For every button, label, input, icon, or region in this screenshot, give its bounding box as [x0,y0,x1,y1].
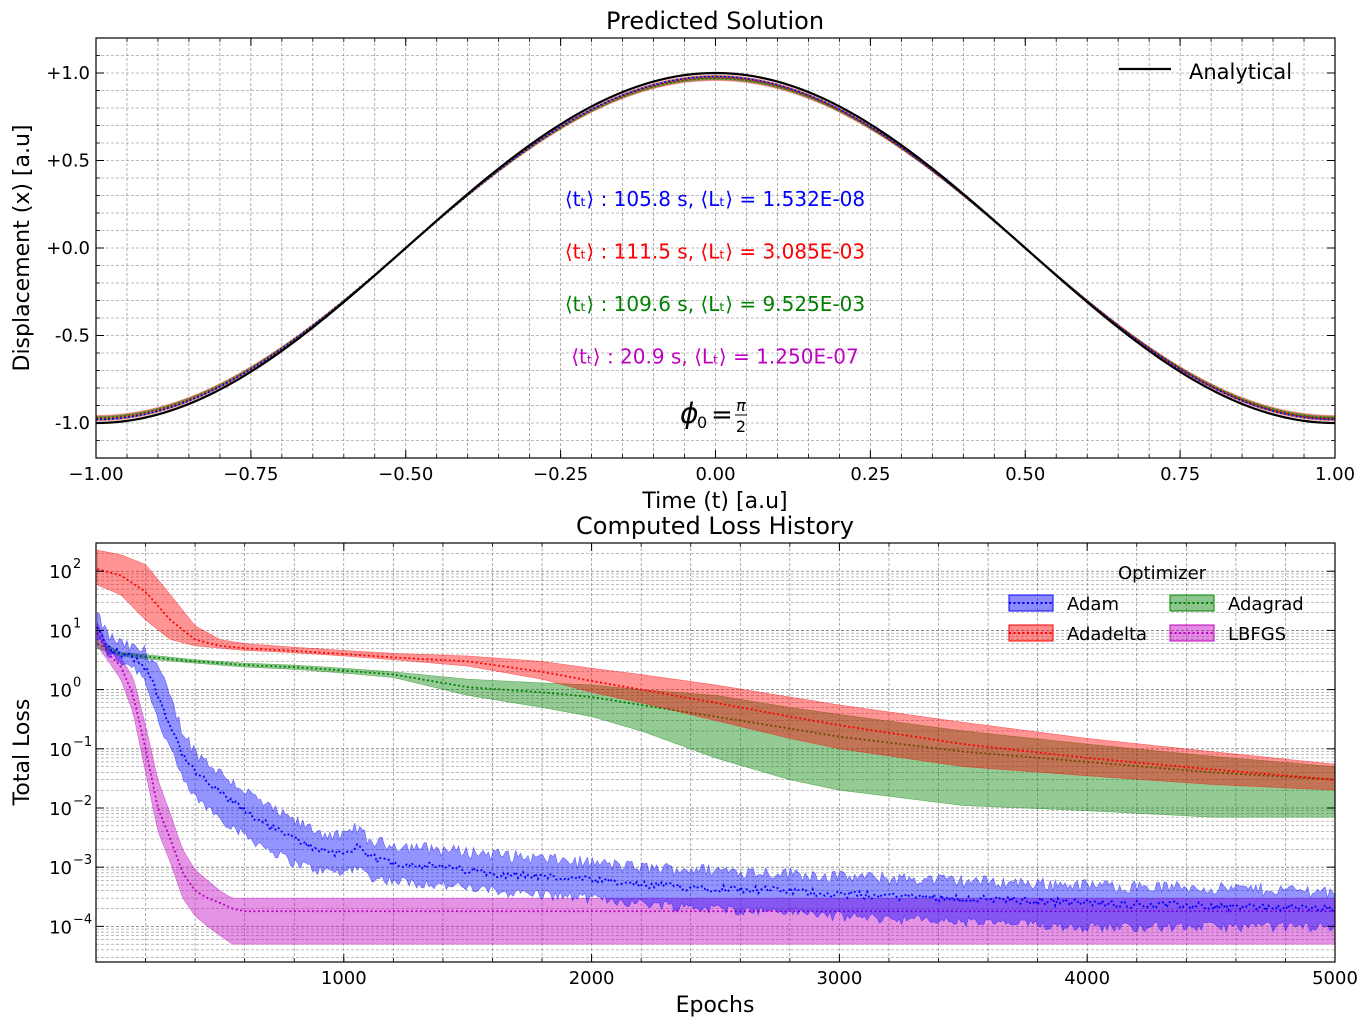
loss-history-panel: Computed Loss History 1000 2000 3000 4000 50… [10,512,1358,1018]
adadelta-mean-line [97,568,1336,781]
bottom-curves [96,549,1336,945]
top-x-tick-label: 0.75 [1160,464,1200,485]
top-legend: Analytical [1119,60,1292,84]
bottom-y-tick-exponent: 0 [73,676,81,691]
annotation-time: ⟨tₜ⟩ : 105.8 s, [565,187,701,211]
bottom-x-tick-label: 3000 [816,968,862,989]
top-x-tick-label: 1.00 [1315,464,1355,485]
top-x-tick-label: 0.50 [1005,464,1045,485]
top-grid [95,37,1336,459]
phase-denominator: 2 [736,417,746,436]
annotation-loss: ⟨Lₜ⟩ = 3.085E-03 [700,240,865,264]
bottom-x-tick-label: 1000 [321,968,367,989]
legend-label-adagrad: Adagrad [1228,594,1304,615]
bottom-y-tick-label: 10 [49,858,72,879]
annotation-time: ⟨tₜ⟩ : 111.5 s, [565,240,701,264]
top-x-tick-label: −0.50 [378,464,433,485]
predicted-solution-panel: Predicted Solution −1.00 −0.75 −0.50 −0.25 0… [10,7,1355,514]
bottom-y-tick-label: 10 [49,562,72,583]
bottom-x-tick-label: 4000 [1064,968,1110,989]
bottom-y-tick-exponent: −2 [73,794,92,809]
bottom-y-tick-label: 10 [49,917,72,938]
annotation-2: ⟨tₜ⟩ : 109.6 s, ⟨Lₜ⟩ = 9.525E-03 [565,292,865,316]
top-x-tick-label: −0.75 [223,464,278,485]
optimizer-legend: Optimizer Adam Adadelta Adagrad LBFGS [1008,563,1304,645]
predicted-solution-title: Predicted Solution [606,7,824,35]
legend-label-adadelta: Adadelta [1067,624,1147,645]
analytical-curve [95,71,1336,425]
top-y-tick-label: -0.5 [55,326,90,347]
top-y-tick-label: +0.5 [46,151,90,172]
bottom-y-tick-exponent: 2 [73,557,81,572]
bottom-x-tick-label: 2000 [569,968,615,989]
bottom-y-tick-label: 10 [49,799,72,820]
bottom-y-tick-exponent: −3 [73,853,92,868]
annotation-time: ⟨tₜ⟩ : 109.6 s, [565,292,701,316]
bottom-y-tick-exponent: −4 [73,912,92,927]
annotation-loss: ⟨Lₜ⟩ = 1.250E-07 [694,345,859,369]
lbfgs-mean-line [96,632,1335,913]
annotation-loss: ⟨Lₜ⟩ = 1.532E-08 [700,187,865,211]
annotation-1: ⟨tₜ⟩ : 111.5 s, ⟨Lₜ⟩ = 3.085E-03 [565,240,865,264]
annotation-time: ⟨tₜ⟩ : 20.9 s, [571,345,694,369]
bottom-y-tick-exponent: 1 [73,616,81,631]
top-y-tick-label: -1.0 [55,413,90,434]
bottom-y-tick-label: 10 [49,740,72,761]
top-x-tick-label: 0.25 [850,464,890,485]
bottom-x-axis-label: Epochs [676,993,755,1018]
phase-label: ϕ 0 = π 2 [680,396,747,436]
top-curves [95,71,1336,425]
bottom-x-tick-label: 5000 [1312,968,1358,989]
top-y-tick-label: +0.0 [46,238,90,259]
phase-numerator: π [736,396,746,415]
legend-analytical-label: Analytical [1189,60,1292,84]
legend-label-adam: Adam [1067,594,1119,615]
adagrad-band [96,639,1336,818]
legend-title: Optimizer [1118,563,1207,584]
top-annotations: ⟨tₜ⟩ : 105.8 s, ⟨Lₜ⟩ = 1.532E-08⟨tₜ⟩ : 1… [565,187,865,369]
top-y-axis-label: Displacement (x) [a.u] [10,125,35,372]
top-x-tick-label: −0.25 [533,464,588,485]
phase-subscript: 0 [697,413,707,432]
top-x-tick-label: −1.00 [68,464,123,485]
loss-history-title: Computed Loss History [576,512,854,540]
bottom-y-tick-label: 10 [49,681,72,702]
phase-equals: = [711,400,733,430]
bottom-y-tick-label: 10 [49,621,72,642]
annotation-loss: ⟨Lₜ⟩ = 9.525E-03 [700,292,865,316]
top-x-tick-label: 0.00 [695,464,735,485]
top-y-tick-label: +1.0 [46,63,90,84]
bottom-y-axis-label: Total Loss [10,699,35,807]
adam-mean-line [96,626,1336,913]
bottom-plot-frame [95,542,1336,963]
legend-label-lbfgs: LBFGS [1228,624,1286,645]
adagrad-mean-line [96,643,1336,781]
top-x-axis-label: Time (t) [a.u] [641,489,787,514]
top-ticks: −1.00 −0.75 −0.50 −0.25 0.00 0.25 0.50 0.75 1.00… [46,37,1355,485]
annotation-3: ⟨tₜ⟩ : 20.9 s, ⟨Lₜ⟩ = 1.250E-07 [571,345,859,369]
phase-phi: ϕ [680,397,698,430]
bottom-y-tick-exponent: −1 [73,735,92,750]
annotation-0: ⟨tₜ⟩ : 105.8 s, ⟨Lₜ⟩ = 1.532E-08 [565,187,865,211]
